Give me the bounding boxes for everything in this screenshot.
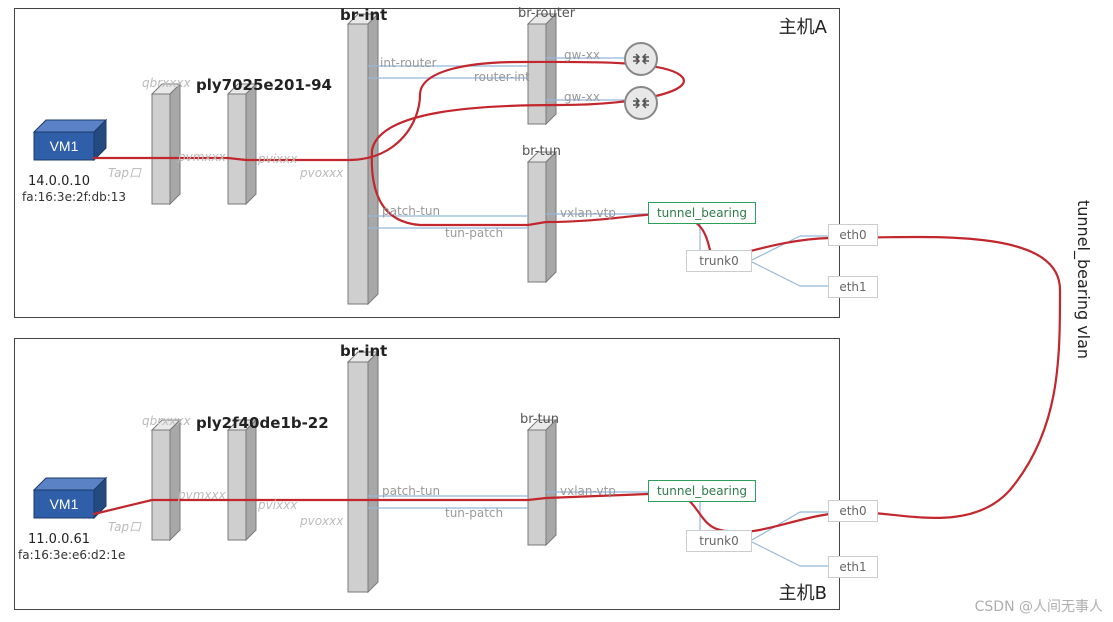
br-int-a-label: br-int (340, 6, 387, 24)
router-2-icon (624, 86, 658, 120)
gw1-label: gw-xx (564, 48, 600, 62)
pvo-b-label: pvoxxx (300, 514, 343, 528)
pvi-a-label: pvixxx (258, 152, 297, 166)
qbr-a-label: qbrxxxx (142, 76, 191, 90)
tun-patch-a-label: tun-patch (445, 226, 503, 240)
patch-tun-a-label: patch-tun (382, 204, 440, 218)
vm-a-ip: 14.0.0.10 (28, 174, 90, 189)
router-int-label: router-int (474, 70, 530, 84)
int-router-label: int-router (380, 56, 437, 70)
svg-text:VM1: VM1 (50, 496, 79, 512)
tunnel-bearing-b: tunnel_bearing (648, 480, 756, 502)
vxlan-vtp-a-label: vxlan-vtp (560, 206, 616, 220)
pvo-a-label: pvoxxx (300, 166, 343, 180)
br-tun-a-label: br-tun (522, 144, 561, 159)
br-int-b-label: br-int (340, 342, 387, 360)
watermark: CSDN @人间无事人 (975, 596, 1103, 616)
tunnel-bearing-a: tunnel_bearing (648, 202, 756, 224)
trunk0-b: trunk0 (686, 530, 752, 552)
eth1-b: eth1 (828, 556, 878, 578)
pvi-b-label: pvixxx (258, 498, 297, 512)
tap-a-label: Tap口 (108, 164, 141, 181)
tap-b-label: Tap口 (108, 518, 141, 535)
router-1-icon (624, 42, 658, 76)
pvm-a-label: pvmxxx (178, 150, 226, 164)
vm-a-mac: fa:16:3e:2f:db:13 (22, 190, 126, 204)
diagram-svg: VM1 VM1 (0, 0, 1113, 622)
svg-text:VM1: VM1 (50, 138, 79, 154)
gw2-label: gw-xx (564, 90, 600, 104)
pvm-b-label: pvmxxx (178, 488, 226, 502)
ply-b-label: ply2f40de1b-22 (196, 414, 329, 432)
eth0-b: eth0 (828, 500, 878, 522)
eth1-a: eth1 (828, 276, 878, 298)
br-tun-b-label: br-tun (520, 412, 559, 427)
patch-tun-b-label: patch-tun (382, 484, 440, 498)
ply-a-label: ply7025e201-94 (196, 76, 332, 94)
vm-b-ip: 11.0.0.61 (28, 532, 90, 547)
eth0-a: eth0 (828, 224, 878, 246)
side-label: tunnel_bearing vlan (1074, 200, 1093, 359)
trunk0-a: trunk0 (686, 250, 752, 272)
vm-b-mac: fa:16:3e:e6:d2:1e (18, 548, 125, 562)
br-router-label: br-router (518, 6, 575, 21)
tun-patch-b-label: tun-patch (445, 506, 503, 520)
vxlan-vtp-b-label: vxlan-vtp (560, 484, 616, 498)
qbr-b-label: qbrxxxx (142, 414, 191, 428)
